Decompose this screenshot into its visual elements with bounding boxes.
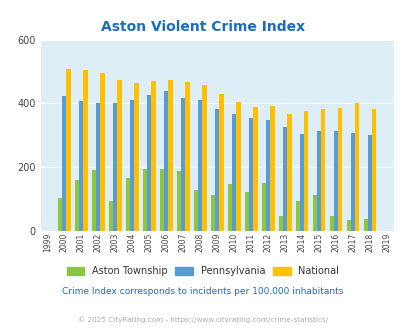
Bar (177, 171, 181, 231)
Bar (244, 192, 248, 231)
Bar (287, 114, 291, 231)
Bar (278, 216, 282, 231)
Text: Aston Violent Crime Index: Aston Violent Crime Index (101, 20, 304, 34)
Bar (295, 201, 299, 231)
Bar (312, 195, 316, 231)
Bar (333, 130, 337, 231)
Bar (346, 220, 350, 231)
Bar (236, 102, 240, 231)
Bar (316, 130, 320, 231)
Bar (299, 134, 303, 231)
Bar (168, 80, 172, 231)
Bar (248, 118, 253, 231)
Bar (185, 82, 189, 231)
Bar (261, 183, 265, 231)
Bar (303, 111, 308, 231)
Bar (198, 100, 202, 231)
Bar (160, 169, 164, 231)
Legend: Aston Township, Pennsylvania, National: Aston Township, Pennsylvania, National (63, 262, 342, 280)
Bar (210, 195, 215, 231)
Bar (100, 73, 104, 231)
Bar (113, 103, 117, 231)
Bar (282, 127, 287, 231)
Bar (130, 100, 134, 231)
Bar (75, 180, 79, 231)
Bar (164, 91, 168, 231)
Bar (270, 106, 274, 231)
Text: © 2025 CityRating.com - https://www.cityrating.com/crime-statistics/: © 2025 CityRating.com - https://www.city… (78, 316, 327, 323)
Bar (371, 109, 375, 231)
Bar (109, 201, 113, 231)
Bar (354, 103, 358, 231)
Bar (92, 170, 96, 231)
Bar (181, 98, 185, 231)
Bar (193, 190, 198, 231)
Bar (253, 107, 257, 231)
Bar (151, 81, 155, 231)
Bar (320, 109, 325, 231)
Bar (202, 85, 206, 231)
Bar (350, 133, 354, 231)
Bar (79, 101, 83, 231)
Bar (62, 96, 66, 231)
Bar (58, 198, 62, 231)
Bar (134, 83, 139, 231)
Bar (117, 80, 121, 231)
Text: Crime Index corresponds to incidents per 100,000 inhabitants: Crime Index corresponds to incidents per… (62, 287, 343, 296)
Bar (219, 94, 223, 231)
Bar (126, 178, 130, 231)
Bar (227, 184, 232, 231)
Bar (337, 108, 341, 231)
Bar (143, 169, 147, 231)
Bar (265, 120, 270, 231)
Bar (232, 114, 236, 231)
Bar (83, 70, 87, 231)
Bar (329, 216, 333, 231)
Bar (147, 95, 151, 231)
Bar (66, 69, 70, 231)
Bar (367, 135, 371, 231)
Bar (363, 219, 367, 231)
Bar (215, 109, 219, 231)
Bar (96, 103, 100, 231)
